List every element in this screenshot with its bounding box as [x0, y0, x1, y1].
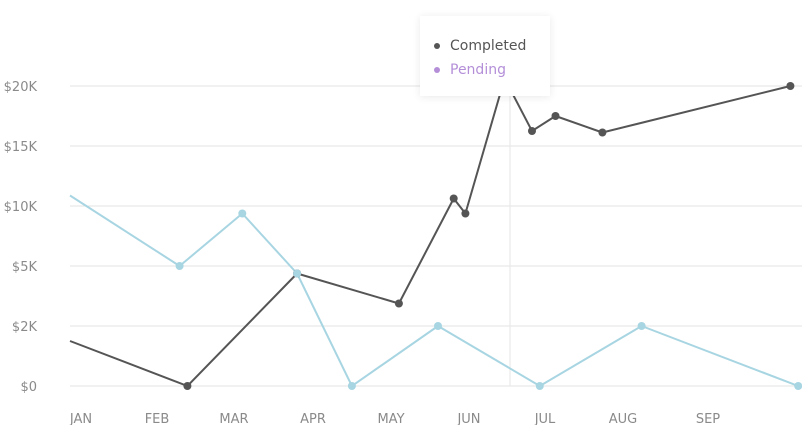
x-tick-label: MAY — [377, 412, 404, 425]
legend-label-completed: Completed — [450, 38, 527, 54]
x-tick-label: APR — [300, 412, 326, 425]
data-point-pending[interactable] — [794, 382, 802, 390]
data-point-completed[interactable] — [449, 194, 458, 203]
y-tick-label: $5K — [12, 260, 38, 275]
x-tick-label: MAR — [219, 412, 248, 425]
data-point-pending[interactable] — [175, 262, 184, 270]
data-point-completed[interactable] — [786, 82, 795, 90]
series-line-completed — [69, 77, 791, 387]
data-point-pending[interactable] — [637, 322, 646, 330]
data-point-completed[interactable] — [183, 382, 192, 390]
legend-label-pending: Pending — [450, 62, 506, 78]
data-point-completed[interactable] — [598, 128, 607, 137]
x-axis-labels: JAN FEB MAR APR MAY JUN JUL AUG SEP — [69, 412, 720, 425]
data-point-pending[interactable] — [293, 269, 302, 278]
x-tick-label: JUN — [456, 412, 480, 425]
y-tick-label: $15K — [4, 140, 38, 155]
data-point-completed[interactable] — [461, 209, 470, 218]
y-tick-label: $20K — [4, 80, 38, 95]
y-tick-label: $2K — [12, 320, 38, 335]
series-layer — [69, 74, 802, 390]
data-point-pending[interactable] — [238, 209, 247, 218]
x-tick-label: FEB — [145, 412, 170, 425]
y-tick-label: $10K — [4, 200, 38, 215]
data-point-completed[interactable] — [551, 112, 560, 120]
pending-dot-icon — [434, 67, 440, 73]
grid-lines — [70, 85, 802, 387]
data-point-completed[interactable] — [394, 299, 403, 308]
x-tick-label: JUL — [534, 412, 556, 425]
y-tick-label: $0 — [20, 380, 37, 395]
data-point-pending[interactable] — [347, 382, 356, 390]
data-point-completed[interactable] — [528, 127, 536, 135]
legend-tooltip: Completed Pending — [420, 16, 550, 96]
data-point-pending[interactable] — [434, 322, 442, 330]
legend-item-completed[interactable]: Completed — [434, 34, 550, 58]
series-line-pending — [69, 194, 799, 387]
x-tick-label: JAN — [69, 412, 92, 425]
y-axis-labels: $0 $2K $5K $10K $15K $20K — [4, 80, 38, 395]
completed-dot-icon — [434, 43, 440, 49]
x-tick-label: AUG — [609, 412, 637, 425]
x-tick-label: SEP — [696, 412, 720, 425]
legend-item-pending[interactable]: Pending — [434, 58, 550, 82]
data-point-pending[interactable] — [535, 382, 544, 390]
